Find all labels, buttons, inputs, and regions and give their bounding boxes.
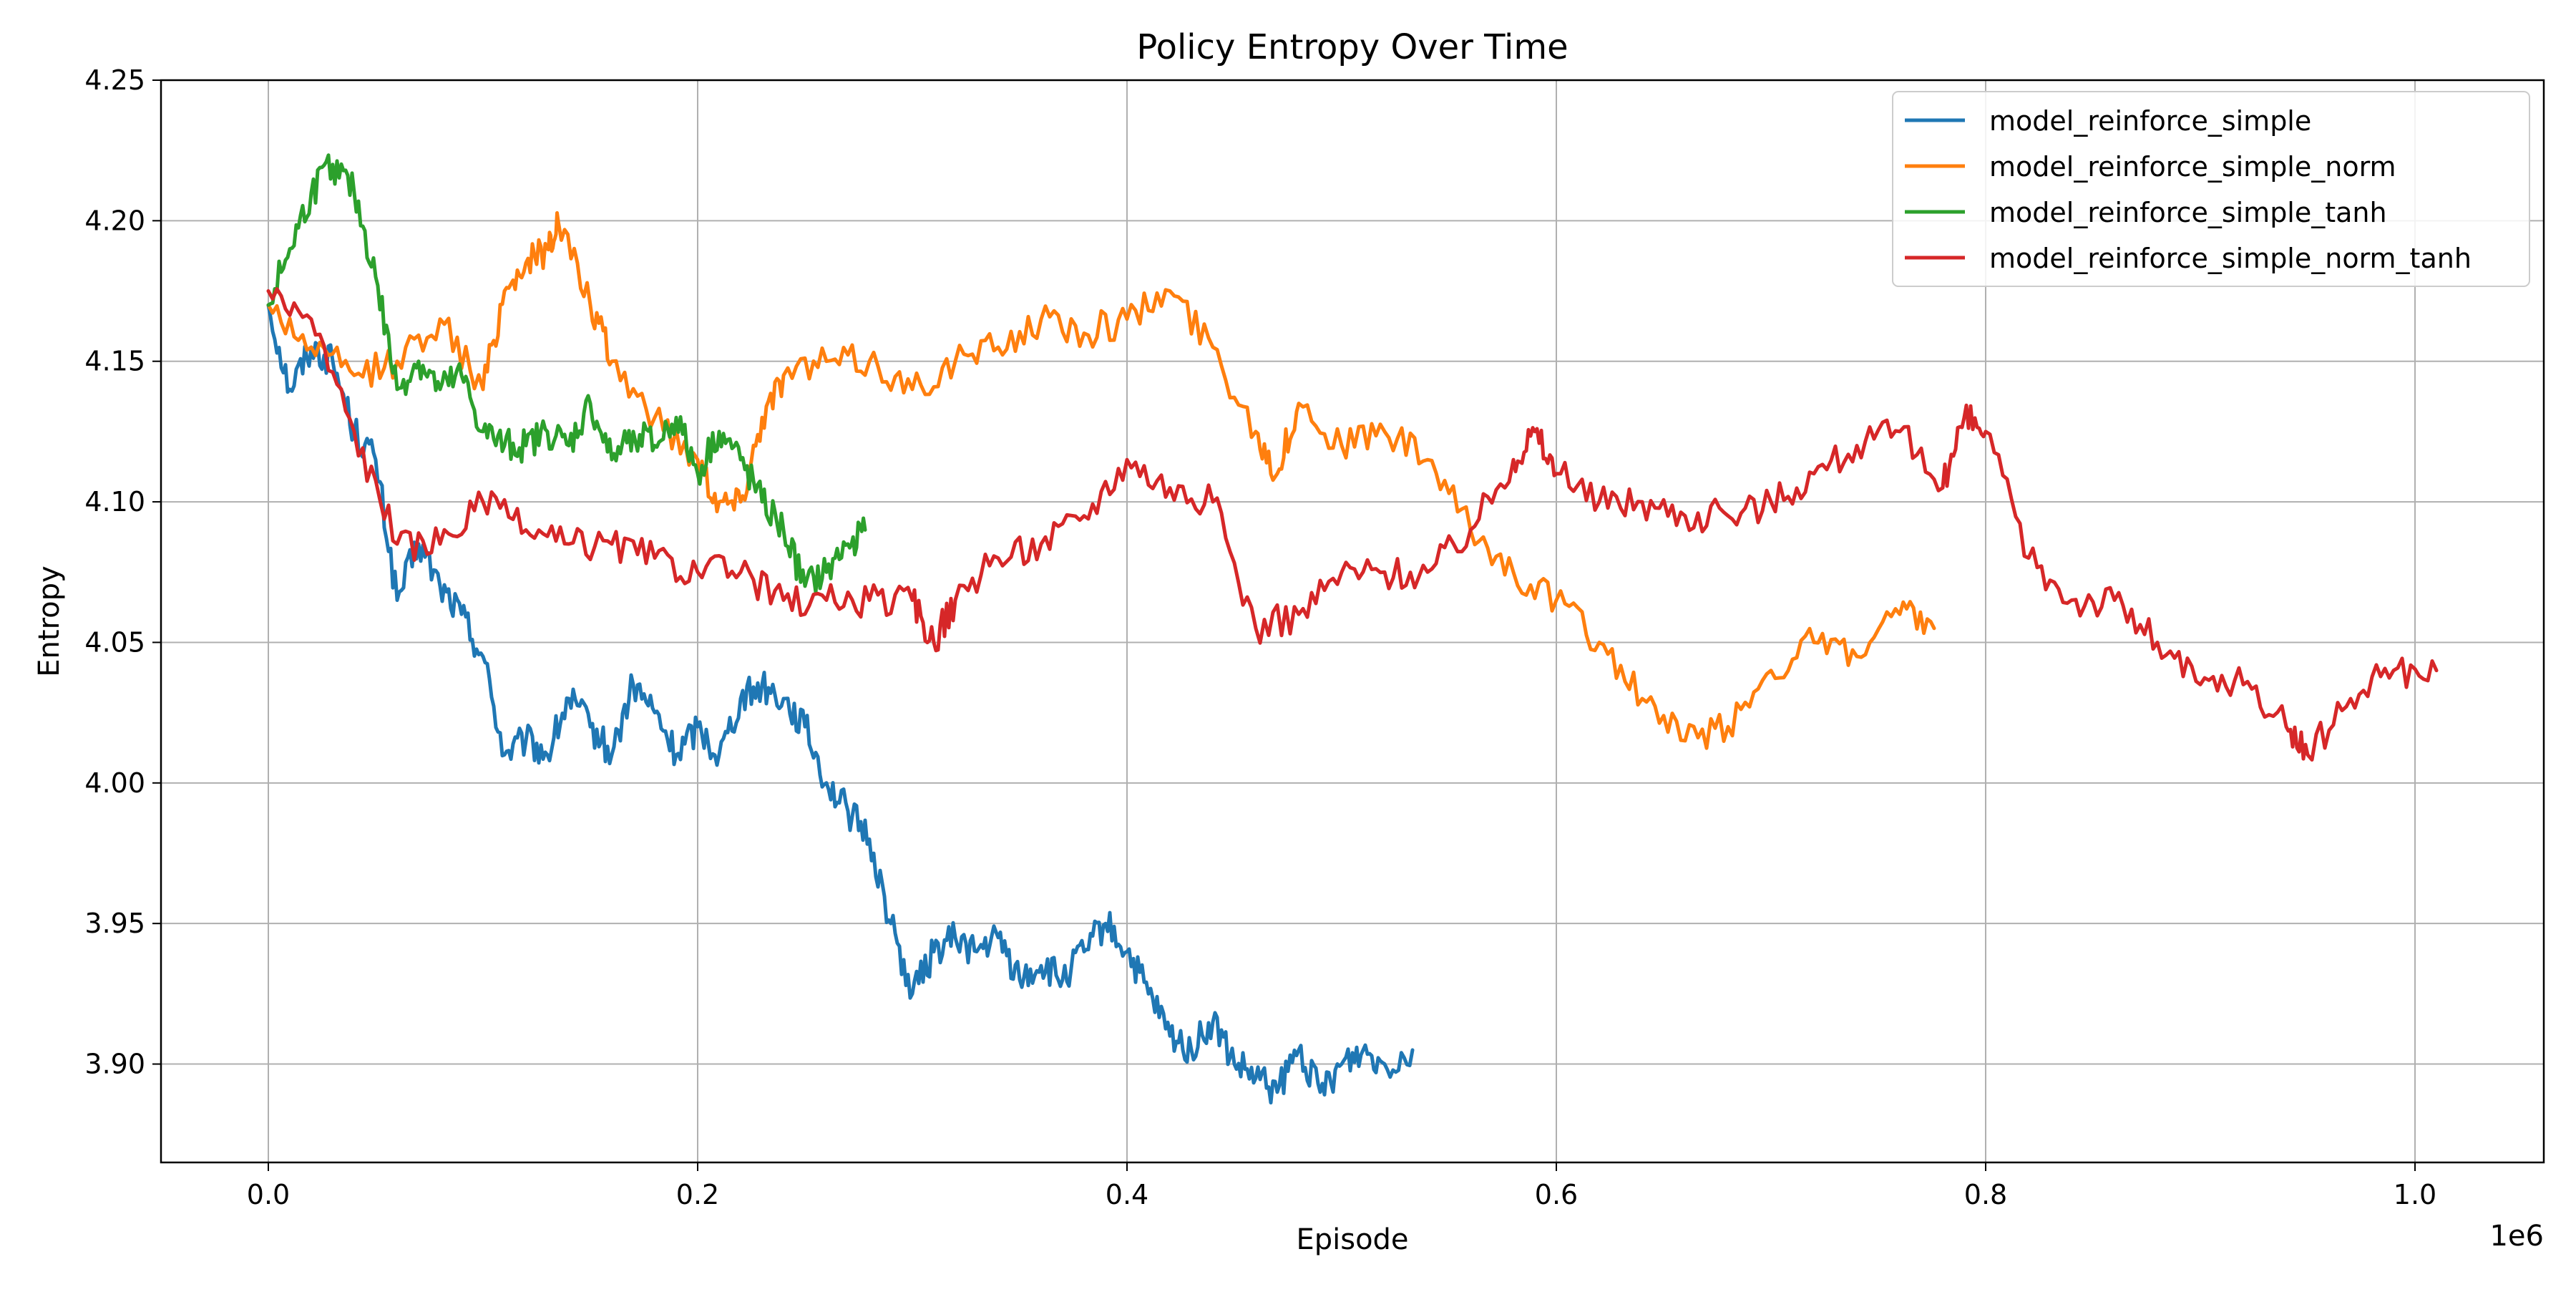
y-tick-label: 4.10 <box>84 486 145 518</box>
legend: model_reinforce_simple model_reinforce_si… <box>1892 91 2530 287</box>
y-tick-label: 4.20 <box>84 205 145 236</box>
y-axis-label: Entropy <box>33 565 66 676</box>
x-tick-label: 0.4 <box>1106 1179 1148 1210</box>
series-line-model_reinforce_simple <box>266 303 1415 1104</box>
x-tick-label: 0.0 <box>247 1179 290 1210</box>
y-tick-label: 3.90 <box>84 1049 145 1080</box>
legend-label: model_reinforce_simple <box>1989 105 2311 137</box>
y-tick-label: 3.95 <box>84 908 145 939</box>
x-axis-label: Episode <box>1296 1223 1408 1256</box>
legend-box <box>1892 91 2530 287</box>
legend-label: model_reinforce_simple_norm_tanh <box>1989 243 2472 274</box>
y-tick-label: 4.25 <box>84 64 145 96</box>
series-line-model_reinforce_simple_norm_tanh <box>266 287 2439 762</box>
series-lines <box>266 153 2439 1104</box>
legend-items: model_reinforce_simple model_reinforce_si… <box>1905 105 2472 274</box>
chart-title: Policy Entropy Over Time <box>1136 27 1568 67</box>
x-tick-label: 0.6 <box>1535 1179 1578 1210</box>
legend-label: model_reinforce_simple_norm <box>1989 151 2396 183</box>
x-tick-label: 0.2 <box>676 1179 719 1210</box>
series-line-model_reinforce_simple_norm <box>266 211 1936 750</box>
x-tick-label: 0.8 <box>1964 1179 2007 1210</box>
y-tick-label: 4.05 <box>84 626 145 658</box>
y-tick-label: 4.15 <box>84 346 145 377</box>
legend-label: model_reinforce_simple_tanh <box>1989 197 2387 228</box>
series-line-model_reinforce_simple_tanh <box>266 153 867 594</box>
x-tick-label: 1.0 <box>2394 1179 2436 1210</box>
axis-ticks: 0.0 0.2 0.4 0.6 0.8 1.0 3.90 3.95 4.00 4.05 4.10 4.… <box>84 64 2436 1210</box>
y-tick-label: 4.00 <box>84 767 145 799</box>
x-offset-label: 1e6 <box>2489 1220 2544 1253</box>
plot-frame <box>160 79 2545 1164</box>
